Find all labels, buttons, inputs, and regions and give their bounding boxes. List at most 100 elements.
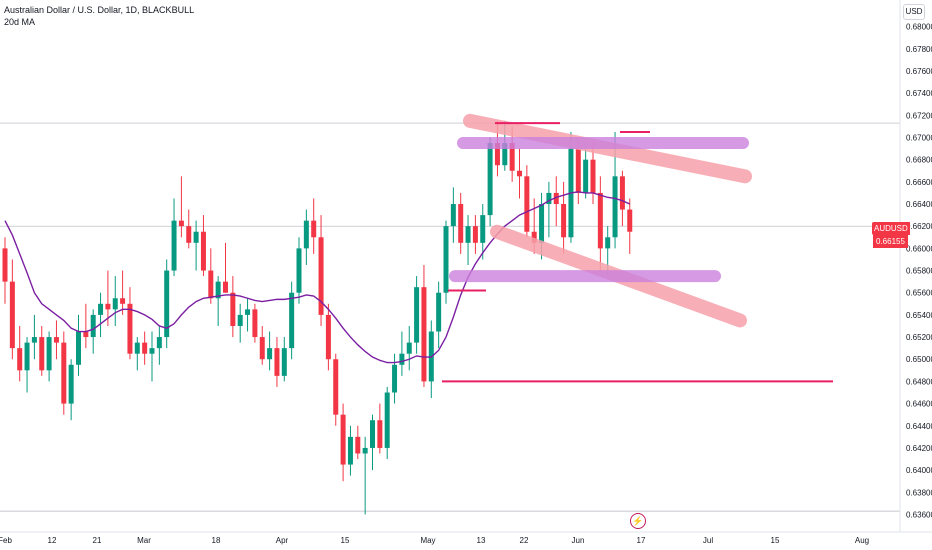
candle-body (539, 204, 545, 243)
x-tick-label: May (420, 536, 435, 545)
x-tick-label: Jun (572, 536, 585, 545)
candle-body (259, 337, 265, 360)
candle-body (200, 231, 206, 271)
candle-body (142, 342, 148, 354)
candle-body (208, 270, 214, 299)
candle-body (443, 226, 449, 293)
indicator-label[interactable]: 20d MA (4, 17, 36, 27)
candle-body (590, 159, 596, 193)
candle-body (553, 192, 559, 205)
candle-body (392, 364, 398, 393)
candle-body (575, 148, 581, 193)
candle-body (68, 364, 74, 404)
price-tag-value: 0.66155 (873, 235, 908, 248)
candle-body (347, 436, 353, 465)
candle-body (517, 170, 522, 177)
candle-body (281, 348, 287, 376)
candle-body (450, 204, 456, 227)
x-tick-label: 21 (93, 536, 102, 545)
candle-body (465, 226, 471, 243)
candle-body (583, 159, 589, 193)
candle-body (105, 303, 111, 310)
candle-body (509, 143, 515, 171)
lightning-icon[interactable]: ⚡ (630, 513, 646, 529)
candle-body (333, 359, 339, 415)
candle-body (472, 226, 478, 243)
candle-body (2, 248, 8, 282)
price-tag-symbol: AUDUSD (872, 222, 910, 235)
annotation-layer-over (442, 113, 833, 383)
candle-body (186, 226, 192, 243)
candle-body (245, 309, 251, 315)
x-tick-label: 22 (520, 536, 529, 545)
candle-body (436, 292, 442, 332)
candle-body (164, 270, 170, 338)
candle-body (31, 337, 37, 343)
candle-body (98, 303, 104, 315)
x-tick-label: Apr (276, 536, 289, 545)
candle-body (597, 192, 603, 249)
candle-body (502, 143, 508, 166)
x-tick-label: Mar (137, 536, 151, 545)
candle-body (340, 414, 346, 465)
candle-body (303, 220, 309, 249)
candle-body (311, 220, 317, 238)
candle-body (39, 337, 45, 371)
x-tick-label: 15 (771, 536, 780, 545)
candle-body (149, 348, 155, 354)
candle-body (546, 192, 552, 205)
candle-body (17, 348, 23, 371)
candle-body (605, 237, 611, 249)
time-axis: Feb 12 21 Mar 18 Apr 15 May 13 22 Jun 17 Jul 15 Aug (0, 531, 932, 545)
candle-body (487, 143, 493, 216)
candle-body (178, 220, 184, 227)
candle-body (531, 231, 537, 243)
candle-body (627, 209, 633, 232)
chart-legend: Australian Dollar / U.S. Dollar, 1D, BLA… (4, 4, 194, 28)
candle-body (619, 176, 625, 210)
currency-button[interactable]: USD (903, 4, 925, 20)
x-tick-label: 17 (637, 536, 646, 545)
candle-body (223, 281, 228, 293)
candle-body (274, 348, 280, 376)
x-tick-label: 13 (477, 536, 486, 545)
x-tick-label: Aug (855, 536, 869, 545)
candle-body (494, 143, 500, 166)
x-tick-label: Feb (0, 536, 12, 545)
candle-body (370, 420, 375, 448)
candle-body (406, 342, 412, 354)
x-tick-label: Jul (703, 536, 713, 545)
candle-body (355, 436, 361, 454)
candle-body (252, 309, 258, 338)
candle-body (112, 298, 118, 310)
candle-body (24, 342, 30, 371)
last-price-tag: AUDUSD0.66155 (872, 222, 932, 248)
y-tick-label: 0.63600 (906, 510, 932, 519)
x-tick-label: 18 (212, 536, 221, 545)
candle-body (134, 342, 140, 354)
candle-body (237, 314, 243, 326)
candle-body (156, 337, 162, 349)
ma20-line (4, 191, 631, 364)
symbol-title: Australian Dollar / U.S. Dollar, 1D, BLA… (4, 5, 195, 15)
candle-body (193, 231, 199, 243)
candle-body (53, 337, 59, 343)
candle-body (384, 392, 390, 448)
